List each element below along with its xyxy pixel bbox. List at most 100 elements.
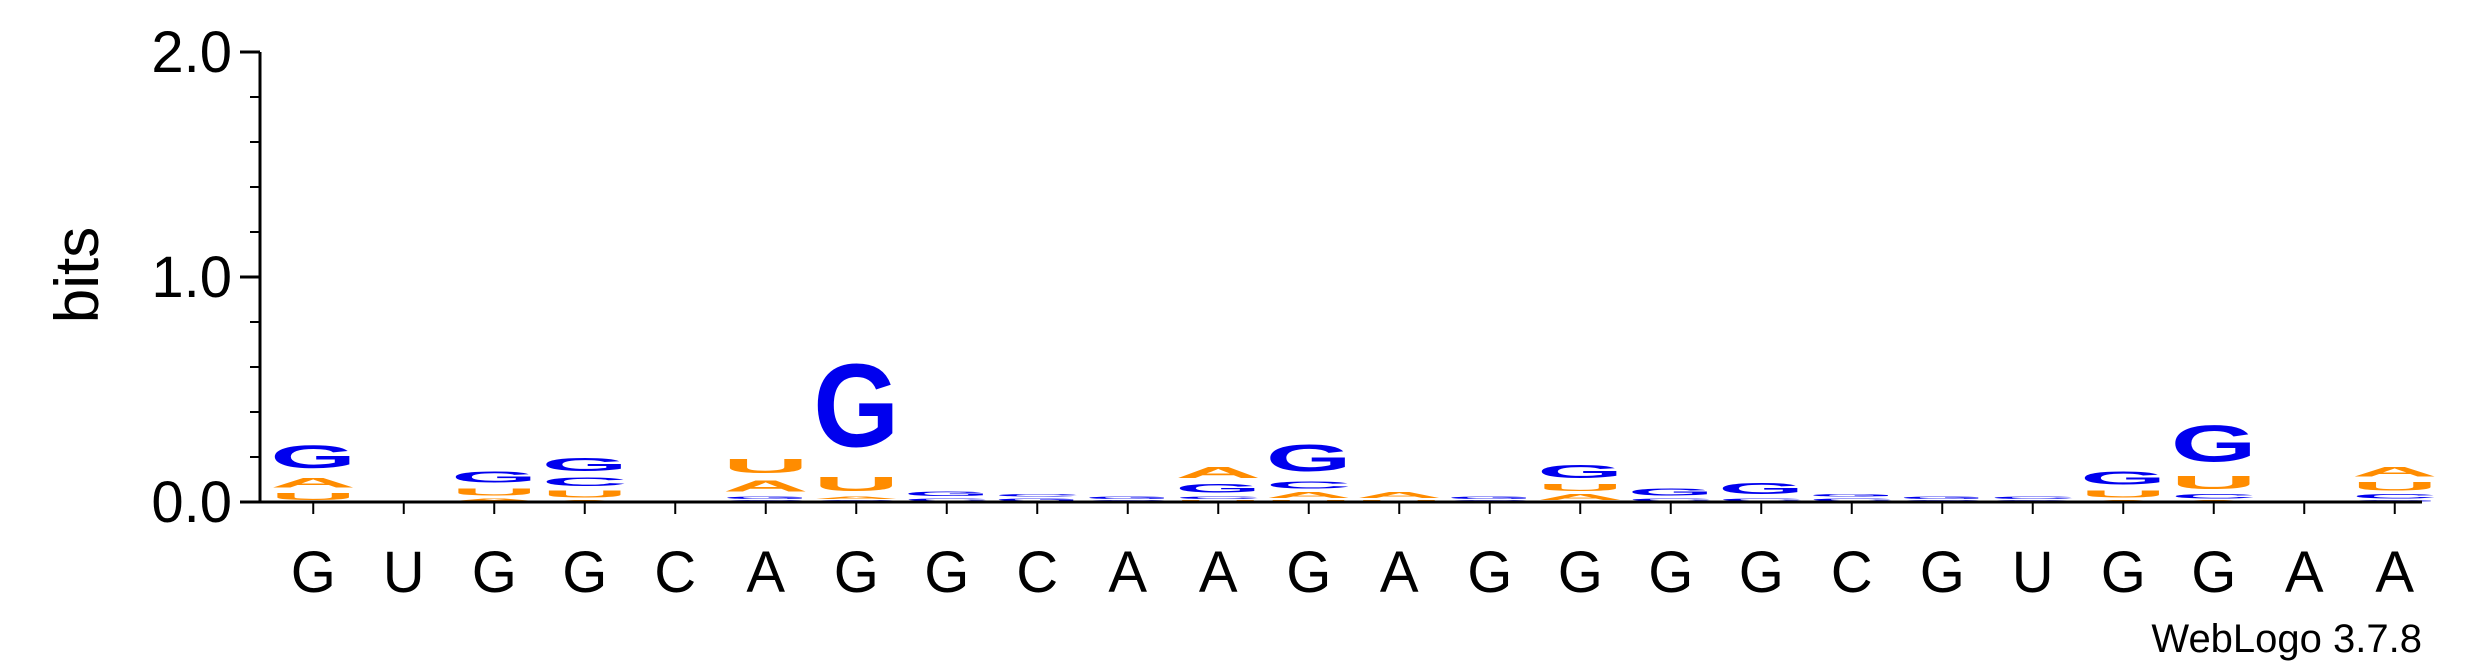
logo-letter-C: C — [904, 497, 990, 501]
logo-letter-U: U — [542, 489, 628, 500]
logo-letter-C: C — [1718, 497, 1804, 501]
x-tick-label: U — [2012, 540, 2054, 605]
svg-text:A: A — [1175, 464, 1261, 482]
logo-letter-C: C — [1809, 497, 1895, 501]
x-tick-label: G — [562, 540, 607, 605]
svg-text:G: G — [2080, 468, 2166, 488]
y-ticks: 2.0 1.0 0.0 — [151, 20, 260, 535]
svg-text:A: A — [1356, 491, 1442, 500]
svg-text:U: U — [813, 473, 899, 495]
logo-letter-C: C — [1628, 497, 1714, 501]
y-tick-label: 2.0 — [151, 20, 232, 85]
svg-text:U: U — [451, 486, 537, 497]
logo-letter-G: G — [994, 497, 1080, 502]
svg-text:G: G — [904, 491, 990, 498]
svg-text:A: A — [723, 477, 809, 495]
svg-text:G: G — [1266, 436, 1352, 479]
svg-text:C: C — [1628, 497, 1714, 501]
svg-text:A: A — [1266, 491, 1352, 500]
svg-text:G: G — [994, 497, 1080, 502]
svg-text:U: U — [2171, 473, 2257, 493]
x-tick-label: G — [1739, 540, 1784, 605]
svg-text:U: U — [2352, 479, 2438, 493]
svg-text:U: U — [723, 455, 809, 477]
logo-letter-G: G — [1175, 482, 1261, 495]
weblogo-credit: WebLogo 3.7.8 — [2151, 617, 2422, 661]
letter-stacks: UAGAUGAUCGCGAUCAUGCGGCCGUCGAUACGUACGAUGC… — [270, 340, 2438, 502]
axes — [258, 52, 2422, 504]
logo-letter-G: G — [1537, 461, 1623, 481]
x-tick-label: C — [654, 540, 696, 605]
svg-text:U: U — [2080, 489, 2166, 500]
logo-letter-C: C — [1266, 480, 1352, 491]
svg-text:U: U — [542, 489, 628, 500]
logo-letter-A: A — [1537, 493, 1623, 502]
svg-text:G: G — [1628, 486, 1714, 497]
svg-text:G: G — [813, 340, 899, 472]
logo-letter-G: G — [542, 455, 628, 475]
logo-letter-C: C — [2171, 493, 2257, 500]
y-tick-label: 1.0 — [151, 245, 232, 310]
svg-text:G: G — [1899, 495, 1985, 500]
logo-letter-G: G — [1266, 436, 1352, 479]
logo-letter-G: G — [451, 468, 537, 486]
svg-text:A: A — [813, 495, 899, 499]
logo-letter-U: U — [813, 473, 899, 495]
logo-letter-G: G — [723, 495, 809, 500]
svg-text:C: C — [1175, 495, 1261, 499]
y-axis-label: bits — [43, 227, 112, 323]
x-tick-label: A — [1108, 540, 1147, 605]
svg-text:U: U — [1537, 482, 1623, 493]
svg-text:G: G — [1447, 495, 1533, 500]
svg-text:G: G — [723, 495, 809, 500]
x-tick-label: G — [924, 540, 969, 605]
svg-text:A: A — [2352, 464, 2438, 480]
svg-text:G: G — [270, 439, 356, 475]
logo-letter-U: U — [1537, 482, 1623, 493]
svg-text:G: G — [542, 455, 628, 475]
logo-letter-G: G — [904, 491, 990, 498]
x-tick-label: G — [2101, 540, 2146, 605]
logo-letter-G: G — [2171, 415, 2257, 473]
x-tick-label: U — [383, 540, 425, 605]
y-tick-label: 0.0 — [151, 470, 232, 535]
logo-letter-G: G — [1628, 486, 1714, 497]
x-tick-label: G — [1286, 540, 1331, 605]
logo-letter-A: A — [2352, 464, 2438, 480]
svg-text:G: G — [1085, 495, 1171, 500]
svg-text:G: G — [2171, 415, 2257, 473]
x-tick-label: G — [2191, 540, 2236, 605]
x-tick-label: C — [1831, 540, 1873, 605]
x-tick-label: A — [1380, 540, 1419, 605]
svg-text:C: C — [542, 475, 628, 489]
svg-text:A: A — [1537, 493, 1623, 502]
svg-text:C: C — [2352, 493, 2438, 500]
logo-letter-C: C — [1175, 495, 1261, 499]
x-tick-label: A — [746, 540, 785, 605]
x-tick-label: G — [291, 540, 336, 605]
logo-letter-C: C — [994, 493, 1080, 497]
svg-text:A: A — [451, 497, 537, 501]
svg-text:C: C — [1990, 495, 2076, 499]
x-tick-label: G — [1558, 540, 1603, 605]
logo-letter-A: A — [813, 495, 899, 499]
logo-letter-U: U — [2171, 473, 2257, 493]
logo-letter-G: G — [2080, 468, 2166, 488]
svg-text:G: G — [1537, 461, 1623, 481]
svg-text:G: G — [1809, 493, 1895, 498]
svg-text:C: C — [994, 493, 1080, 497]
logo-letter-A: A — [451, 497, 537, 501]
x-tick-label: A — [2285, 540, 2324, 605]
logo-letter-U: U — [2352, 479, 2438, 493]
logo-letter-A: A — [1356, 491, 1442, 500]
x-tick-label: G — [1467, 540, 1512, 605]
svg-text:G: G — [451, 468, 537, 486]
logo-letter-A: A — [1175, 464, 1261, 482]
logo-letter-G: G — [270, 439, 356, 475]
logo-letter-U: U — [270, 491, 356, 502]
svg-text:U: U — [270, 491, 356, 502]
logo-letter-G: G — [1718, 480, 1804, 498]
logo-letter-A: A — [1266, 491, 1352, 500]
x-tick-label: G — [834, 540, 879, 605]
